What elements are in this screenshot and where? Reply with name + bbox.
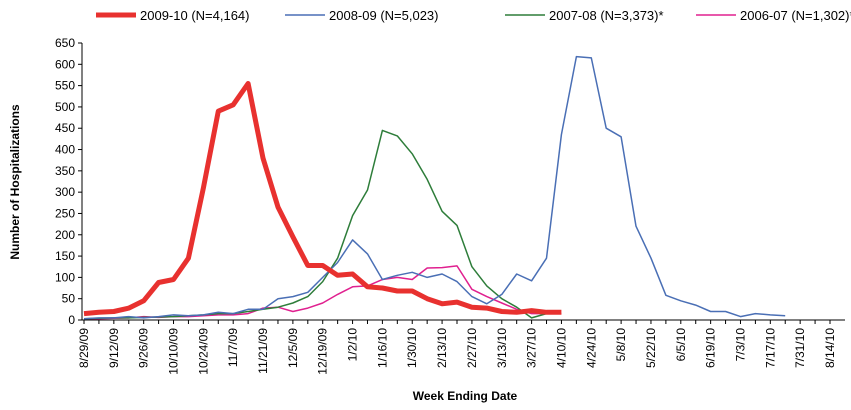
x-tick-label: 5/22/10 [644, 328, 658, 368]
x-tick-label: 2/13/10 [435, 328, 449, 368]
x-tick-label: 1/16/10 [375, 328, 389, 368]
x-tick-label: 5/8/10 [614, 328, 628, 362]
x-tick-label: 3/27/10 [525, 328, 539, 368]
x-tick-label: 10/10/09 [167, 328, 181, 375]
x-tick-label: 10/24/09 [196, 328, 210, 375]
x-tick-label: 4/10/10 [554, 328, 568, 368]
x-tick-label: 7/31/10 [793, 328, 807, 368]
x-tick-label: 1/2/10 [346, 328, 360, 362]
y-axis-title: Number of Hospitalizations [8, 104, 22, 260]
x-tick-label: 3/13/10 [495, 328, 509, 368]
legend-label: 2008-09 (N=5,023) [329, 8, 439, 23]
x-tick-label: 11/7/09 [226, 328, 240, 367]
series-line [83, 55, 786, 320]
x-tick-label: 12/5/09 [286, 328, 300, 368]
x-tick-label: 7/17/10 [763, 328, 777, 368]
x-axis-title: Week Ending Date [413, 389, 518, 403]
x-tick-label: 8/29/09 [77, 328, 91, 368]
y-tick-label: 250 [55, 206, 75, 220]
x-tick-label: 1/30/10 [405, 328, 419, 368]
x-tick-label: 7/3/10 [733, 328, 747, 362]
x-tick-label: 2/27/10 [465, 328, 479, 368]
x-tick-label: 6/19/10 [704, 328, 718, 368]
x-tick-label: 6/5/10 [674, 328, 688, 362]
series-line [83, 81, 562, 317]
y-tick-label: 500 [55, 100, 75, 114]
y-tick-label: 550 [55, 79, 75, 93]
y-tick-label: 450 [55, 121, 75, 135]
x-tick-label: 8/14/10 [823, 328, 837, 368]
legend-label: 2007-08 (N=3,373)* [549, 8, 664, 23]
x-tick-label: 11/21/09 [256, 328, 270, 374]
legend-label: 2006-07 (N=1,302)* [740, 8, 851, 23]
x-tick-label: 12/19/09 [316, 328, 330, 375]
legend-label: 2009-10 (N=4,164) [140, 8, 250, 23]
x-tick-label: 4/24/10 [584, 328, 598, 368]
y-tick-label: 400 [55, 143, 75, 157]
y-tick-label: 300 [55, 185, 75, 199]
y-tick-label: 200 [55, 228, 75, 242]
y-tick-label: 650 [55, 36, 75, 50]
y-tick-label: 50 [62, 292, 76, 306]
y-tick-label: 150 [55, 249, 75, 263]
y-tick-label: 100 [55, 270, 75, 284]
y-tick-label: 350 [55, 164, 75, 178]
y-tick-label: 0 [68, 313, 75, 327]
x-tick-label: 9/26/09 [137, 328, 151, 368]
x-tick-label: 9/12/09 [107, 328, 121, 368]
y-tick-label: 600 [55, 57, 75, 71]
